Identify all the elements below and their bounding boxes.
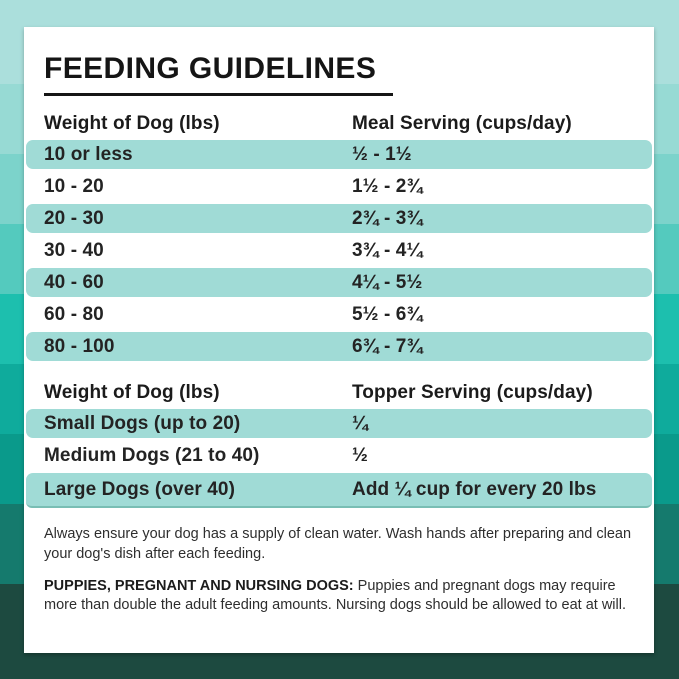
weight-cell: Large Dogs (over 40) xyxy=(44,478,235,500)
meal-table: 10 or less ½ - 1½ 10 - 20 1½ - 2¾ 20 - 3… xyxy=(24,140,654,362)
topper-serving-column-header: Topper Serving (cups/day) xyxy=(352,382,593,404)
puppies-note-text: Puppies and pregnant dogs may require mo… xyxy=(44,577,626,613)
topper-table-row: Medium Dogs (21 to 40) ½ xyxy=(26,441,652,470)
topper-table-row: Large Dogs (over 40) Add ¼ cup for every… xyxy=(26,473,652,509)
serving-cell: 6¾ - 7¾ xyxy=(352,335,423,357)
serving-cell: 3¾ - 4¼ xyxy=(352,239,423,261)
weight-cell: Small Dogs (up to 20) xyxy=(44,412,241,434)
weight-cell: Medium Dogs (21 to 40) xyxy=(44,444,260,466)
topper-weight-column-header: Weight of Dog (lbs) xyxy=(44,382,220,404)
weight-cell: 30 - 40 xyxy=(44,239,104,261)
meal-table-row: 80 - 100 6¾ - 7¾ xyxy=(26,332,652,362)
clean-water-note: Always ensure your dog has a supply of c… xyxy=(44,526,632,562)
page-title: FEEDING GUIDELINES xyxy=(44,52,377,85)
meal-weight-column-header: Weight of Dog (lbs) xyxy=(44,113,220,135)
meal-table-row: 20 - 30 2¾ - 3¾ xyxy=(26,204,652,234)
meal-table-row: 10 - 20 1½ - 2¾ xyxy=(26,172,652,201)
topper-table-row: Small Dogs (up to 20) ¼ xyxy=(26,409,652,439)
footnotes: Always ensure your dog has a supply of c… xyxy=(44,525,634,615)
meal-table-row: 40 - 60 4¼ - 5½ xyxy=(26,268,652,298)
serving-cell: 4¼ - 5½ xyxy=(352,271,423,293)
puppies-note-label: PUPPIES, PREGNANT AND NURSING DOGS: xyxy=(44,577,354,594)
weight-cell: 40 - 60 xyxy=(44,271,104,293)
title-underline xyxy=(44,93,393,97)
meal-table-header: Weight of Dog (lbs) Meal Serving (cups/d… xyxy=(44,111,634,137)
weight-cell: 10 or less xyxy=(44,143,133,165)
feeding-guidelines-card: FEEDING GUIDELINES Weight of Dog (lbs) M… xyxy=(24,27,654,653)
topper-table: Small Dogs (up to 20) ¼ Medium Dogs (21 … xyxy=(24,409,654,509)
puppies-note: PUPPIES, PREGNANT AND NURSING DOGS: Pupp… xyxy=(44,577,634,615)
meal-table-row: 10 or less ½ - 1½ xyxy=(26,140,652,170)
serving-cell: 1½ - 2¾ xyxy=(352,175,423,197)
weight-cell: 10 - 20 xyxy=(44,175,104,197)
serving-cell: ¼ xyxy=(352,412,368,434)
serving-cell: Add ¼ cup for every 20 lbs xyxy=(352,478,597,500)
topper-table-header: Weight of Dog (lbs) Topper Serving (cups… xyxy=(44,380,634,406)
weight-cell: 60 - 80 xyxy=(44,303,104,325)
serving-cell: ½ xyxy=(352,444,368,466)
serving-cell: ½ - 1½ xyxy=(352,143,412,165)
meal-table-row: 60 - 80 5½ - 6¾ xyxy=(26,300,652,329)
meal-table-row: 30 - 40 3¾ - 4¼ xyxy=(26,236,652,265)
weight-cell: 80 - 100 xyxy=(44,335,115,357)
serving-cell: 5½ - 6¾ xyxy=(352,303,423,325)
serving-cell: 2¾ - 3¾ xyxy=(352,207,423,229)
weight-cell: 20 - 30 xyxy=(44,207,104,229)
meal-serving-column-header: Meal Serving (cups/day) xyxy=(352,113,572,135)
